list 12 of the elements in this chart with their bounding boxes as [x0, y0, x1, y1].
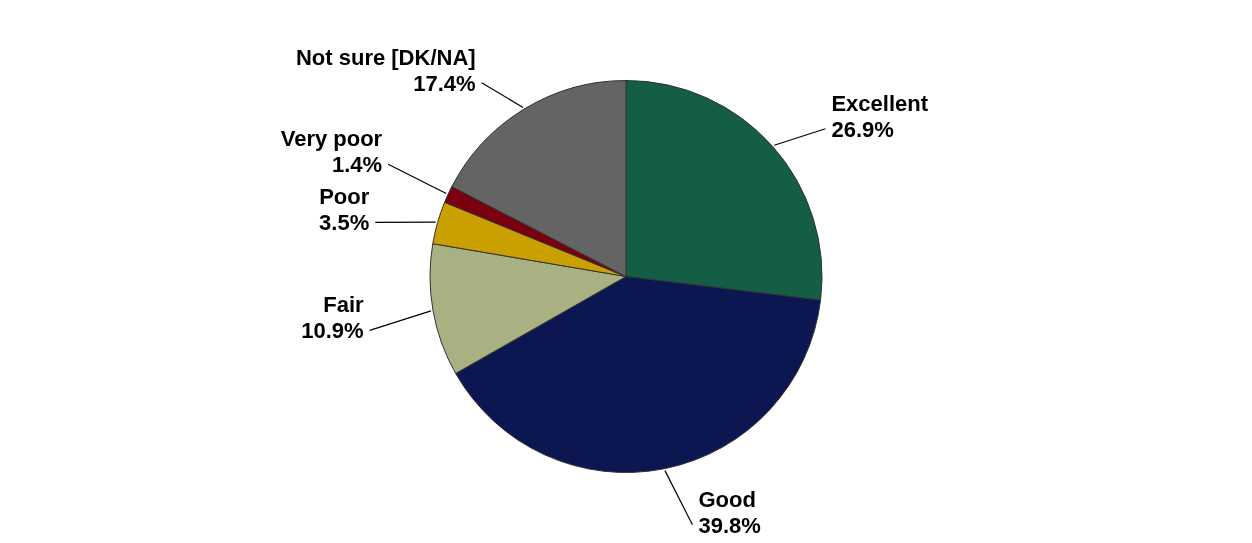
- slice-label: Excellent: [831, 90, 929, 116]
- data-label: 1.4%: [332, 152, 383, 178]
- slice-label: Fair: [323, 292, 365, 318]
- data-label: 17.4%: [413, 70, 476, 96]
- slice-label: Very poor: [280, 126, 383, 152]
- data-label: 39.8%: [698, 512, 761, 538]
- slice-label: Good: [698, 486, 756, 512]
- slice-label: Poor: [319, 184, 370, 210]
- slice-label: Not sure [DK/NA]: [295, 44, 476, 70]
- data-label: 3.5%: [319, 210, 370, 236]
- data-label: 26.9%: [831, 116, 894, 142]
- data-label: 10.9%: [301, 318, 364, 344]
